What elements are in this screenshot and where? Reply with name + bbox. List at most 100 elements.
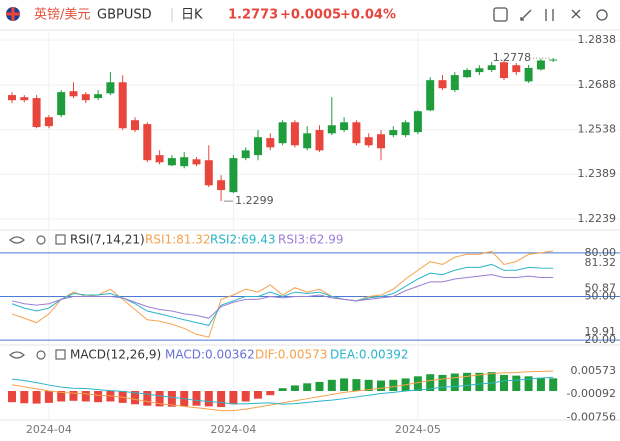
macd-bar xyxy=(463,372,472,391)
candle-body xyxy=(20,97,29,101)
y-tick-label: 50.00 xyxy=(585,289,617,302)
change-pct: +0.04% xyxy=(340,8,396,23)
tool-icon[interactable] xyxy=(493,7,508,22)
value-label: 81.32 xyxy=(585,256,617,269)
macd-bar xyxy=(487,372,496,391)
candle-body xyxy=(131,120,139,131)
candle-body xyxy=(315,130,324,151)
x-tick-label: 2024-05 xyxy=(395,423,441,436)
legend-entry: DEA:0.00392 xyxy=(330,348,409,362)
indicator-title: RSI(7,14,21) xyxy=(70,233,145,247)
candle-body xyxy=(536,60,545,70)
y-tick-label: 1.2688 xyxy=(578,78,617,91)
macd-bar xyxy=(241,391,250,402)
macd-bar xyxy=(450,373,459,391)
price: 1.2773 xyxy=(228,8,278,23)
legend-entry: MACD:0.00362 xyxy=(165,348,255,362)
y-tick-label: -0.00092 xyxy=(567,387,616,400)
indicator-title: MACD(12,26,9) xyxy=(70,348,161,362)
macd-bar xyxy=(426,374,435,391)
expand-icon[interactable] xyxy=(571,9,581,19)
candle-body xyxy=(487,65,496,71)
macd-bar xyxy=(20,391,29,404)
candle-body xyxy=(204,160,213,186)
macd-bar xyxy=(167,391,176,407)
candle-body xyxy=(401,122,410,136)
macd-bar xyxy=(364,379,373,391)
eye-icon[interactable] xyxy=(9,236,25,244)
y-tick-label: 0.00573 xyxy=(571,364,617,377)
y-tick-label: 1.2239 xyxy=(578,212,617,225)
draw-icon[interactable] xyxy=(520,9,532,21)
candle-body xyxy=(81,94,90,101)
macd-bar xyxy=(81,391,90,402)
candle-body xyxy=(241,150,250,159)
macd-bar xyxy=(57,391,66,402)
macd-bar xyxy=(8,391,16,403)
y-tick-label: 1.2389 xyxy=(578,167,617,180)
box-icon[interactable] xyxy=(55,234,66,245)
symbol: GBPUSD xyxy=(97,8,152,23)
legend-entry: DIF:0.00573 xyxy=(255,348,327,362)
gear-icon[interactable] xyxy=(36,235,46,245)
gear-icon[interactable] xyxy=(36,350,46,360)
macd-bar xyxy=(315,381,324,391)
change: +0.0005 xyxy=(280,8,341,23)
candle-body xyxy=(180,157,189,167)
max-label: 1.2778 xyxy=(493,51,532,64)
candle-icon[interactable] xyxy=(545,9,554,21)
flag-cross xyxy=(6,7,20,21)
macd-bar xyxy=(192,391,201,406)
macd-bar xyxy=(413,376,422,391)
macd-bar xyxy=(217,391,226,408)
candle-body xyxy=(254,137,262,156)
indicator-line xyxy=(11,370,554,412)
candle-body xyxy=(450,75,459,91)
candle-body xyxy=(438,80,447,89)
x-tick-label: 2024-04 xyxy=(26,423,72,436)
candle-body xyxy=(475,68,484,73)
macd-bar xyxy=(290,385,299,391)
candle-body xyxy=(340,122,349,131)
candle-body xyxy=(389,130,398,136)
macd-bar xyxy=(303,383,312,391)
indicator-line xyxy=(11,274,554,319)
value-label: 50.87 xyxy=(585,281,617,294)
macd-bar xyxy=(389,379,398,391)
macd-bar xyxy=(352,379,361,391)
candle-body xyxy=(549,59,558,61)
legend-entry: RSI1:81.32 xyxy=(145,233,211,247)
macd-bar xyxy=(229,391,238,405)
candle-body xyxy=(524,67,533,82)
indicator-line xyxy=(11,376,554,405)
candle-body xyxy=(143,124,152,161)
macd-bar xyxy=(377,380,385,391)
settings-icon[interactable] xyxy=(596,9,608,21)
candle-body xyxy=(94,94,103,99)
macd-bar xyxy=(143,391,152,406)
macd-bar xyxy=(512,375,521,391)
candle-body xyxy=(512,65,521,73)
candle-body xyxy=(266,138,275,148)
min-label: 1.2299 xyxy=(235,194,274,207)
candle-body xyxy=(8,95,16,101)
candle-body xyxy=(303,133,312,149)
legend-entry: RSI2:69.43 xyxy=(210,233,276,247)
macd-bar xyxy=(266,391,275,396)
macd-bar xyxy=(44,391,53,403)
period[interactable]: 日K xyxy=(181,8,203,23)
macd-bar xyxy=(204,391,213,407)
macd-bar xyxy=(94,391,103,403)
candle-body xyxy=(167,158,176,166)
box-icon[interactable] xyxy=(55,349,66,360)
candle-body xyxy=(364,137,373,146)
candle-body xyxy=(352,122,361,144)
y-tick-label: -0.00756 xyxy=(567,410,616,423)
macd-bar xyxy=(475,372,484,391)
pair-name[interactable]: 英镑/美元 xyxy=(34,7,90,23)
candle-body xyxy=(106,82,115,94)
legend-entry: RSI3:62.99 xyxy=(278,233,344,247)
value-label: 19.91 xyxy=(585,325,617,338)
eye-icon[interactable] xyxy=(9,351,25,359)
